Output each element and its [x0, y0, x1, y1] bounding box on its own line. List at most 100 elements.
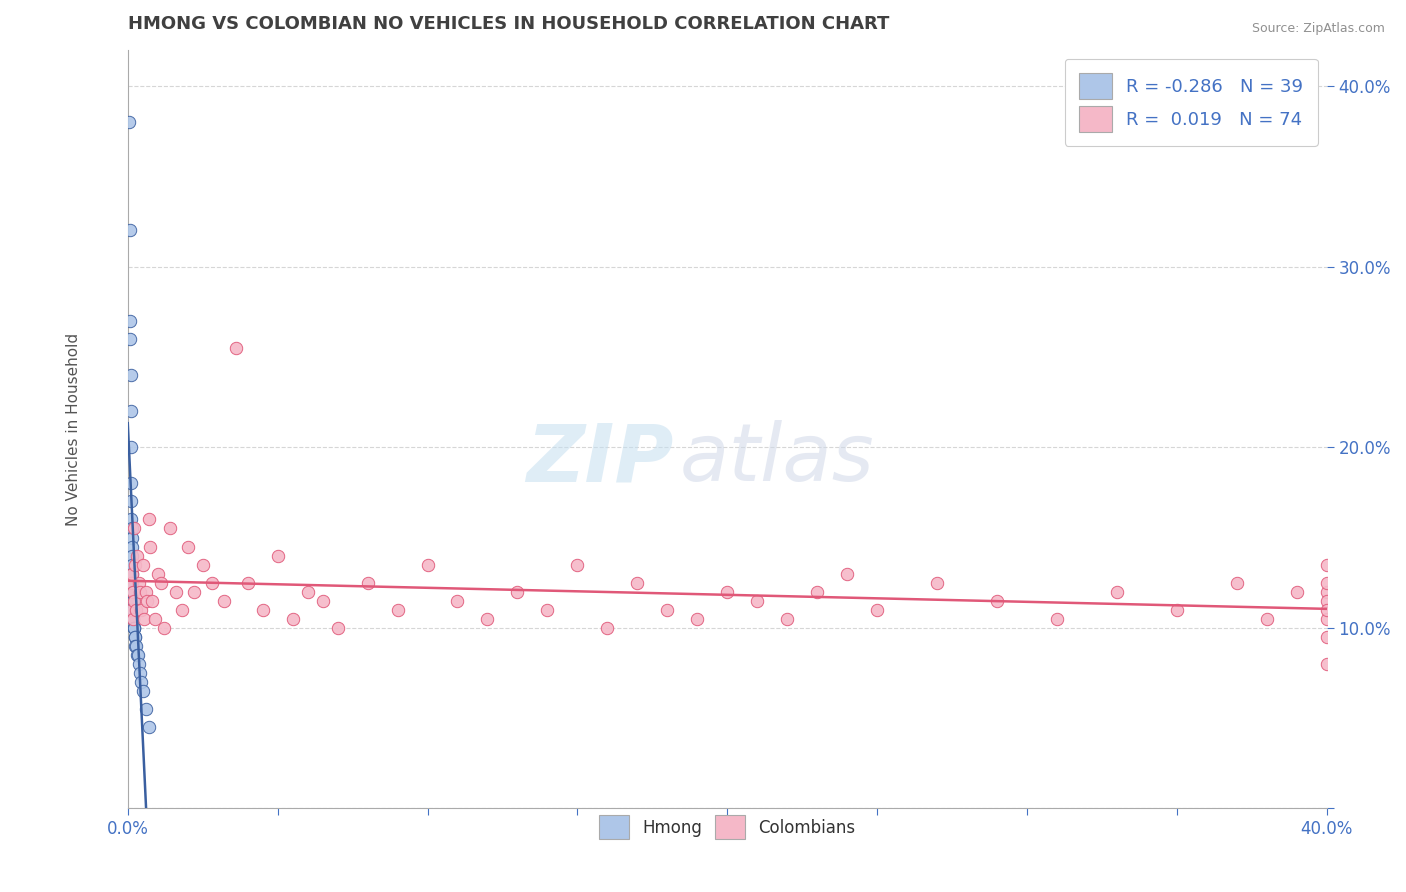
- Point: [122, 612, 145, 626]
- Point: [356, 575, 378, 590]
- Point: [120, 368, 142, 382]
- Point: [986, 593, 1008, 607]
- Point: [1226, 575, 1249, 590]
- Point: [138, 512, 160, 526]
- Point: [1285, 584, 1308, 599]
- Point: [139, 540, 162, 554]
- Point: [806, 584, 828, 599]
- Text: Source: ZipAtlas.com: Source: ZipAtlas.com: [1251, 22, 1385, 36]
- Point: [1316, 603, 1339, 617]
- Point: [135, 702, 157, 716]
- Point: [149, 575, 172, 590]
- Point: [129, 675, 152, 690]
- Point: [125, 603, 148, 617]
- Point: [118, 115, 141, 129]
- Point: [121, 566, 143, 581]
- Point: [170, 603, 193, 617]
- Point: [387, 603, 409, 617]
- Point: [1316, 657, 1339, 671]
- Point: [326, 621, 349, 635]
- Point: [124, 558, 146, 572]
- Point: [1316, 558, 1339, 572]
- Point: [1256, 612, 1278, 626]
- Point: [297, 584, 319, 599]
- Text: HMONG VS COLOMBIAN NO VEHICLES IN HOUSEHOLD CORRELATION CHART: HMONG VS COLOMBIAN NO VEHICLES IN HOUSEH…: [128, 15, 889, 33]
- Text: ZIP: ZIP: [526, 420, 673, 499]
- Point: [121, 558, 143, 572]
- Point: [152, 621, 174, 635]
- Point: [122, 603, 145, 617]
- Point: [122, 621, 145, 635]
- Text: No Vehicles in Household: No Vehicles in Household: [66, 333, 82, 525]
- Point: [122, 621, 145, 635]
- Point: [121, 575, 143, 590]
- Point: [122, 584, 145, 599]
- Point: [125, 648, 148, 662]
- Text: atlas: atlas: [679, 420, 875, 499]
- Point: [191, 558, 214, 572]
- Point: [747, 593, 769, 607]
- Point: [121, 612, 143, 626]
- Point: [128, 584, 150, 599]
- Point: [127, 648, 149, 662]
- Point: [1046, 612, 1069, 626]
- Point: [143, 612, 166, 626]
- Point: [122, 603, 145, 617]
- Point: [866, 603, 889, 617]
- Point: [567, 558, 589, 572]
- Point: [135, 584, 157, 599]
- Point: [136, 593, 159, 607]
- Point: [536, 603, 558, 617]
- Point: [165, 584, 187, 599]
- Point: [121, 549, 143, 563]
- Point: [141, 593, 163, 607]
- Point: [120, 332, 142, 346]
- Point: [121, 566, 143, 581]
- Point: [124, 630, 146, 644]
- Point: [626, 575, 648, 590]
- Point: [124, 621, 146, 635]
- Point: [159, 521, 181, 535]
- Point: [716, 584, 738, 599]
- Point: [183, 584, 205, 599]
- Point: [236, 575, 259, 590]
- Point: [128, 657, 150, 671]
- Point: [657, 603, 679, 617]
- Point: [477, 612, 499, 626]
- Point: [1166, 603, 1188, 617]
- Point: [132, 558, 155, 572]
- Point: [120, 440, 142, 454]
- Point: [686, 612, 709, 626]
- Point: [311, 593, 333, 607]
- Point: [121, 593, 143, 607]
- Point: [120, 314, 142, 328]
- Point: [212, 593, 235, 607]
- Point: [120, 512, 142, 526]
- Point: [122, 612, 145, 626]
- Point: [252, 603, 274, 617]
- Point: [124, 521, 146, 535]
- Point: [124, 630, 146, 644]
- Point: [837, 566, 859, 581]
- Point: [120, 603, 142, 617]
- Point: [128, 575, 150, 590]
- Point: [506, 584, 529, 599]
- Point: [1316, 575, 1339, 590]
- Point: [281, 612, 304, 626]
- Point: [416, 558, 439, 572]
- Point: [1316, 612, 1339, 626]
- Point: [121, 521, 143, 535]
- Point: [128, 665, 150, 680]
- Point: [1105, 584, 1128, 599]
- Point: [146, 566, 169, 581]
- Point: [120, 476, 142, 491]
- Point: [266, 549, 288, 563]
- Point: [127, 549, 149, 563]
- Point: [120, 494, 142, 508]
- Point: [596, 621, 619, 635]
- Point: [138, 720, 160, 734]
- Point: [925, 575, 948, 590]
- Point: [122, 593, 145, 607]
- Point: [124, 639, 146, 653]
- Point: [121, 584, 143, 599]
